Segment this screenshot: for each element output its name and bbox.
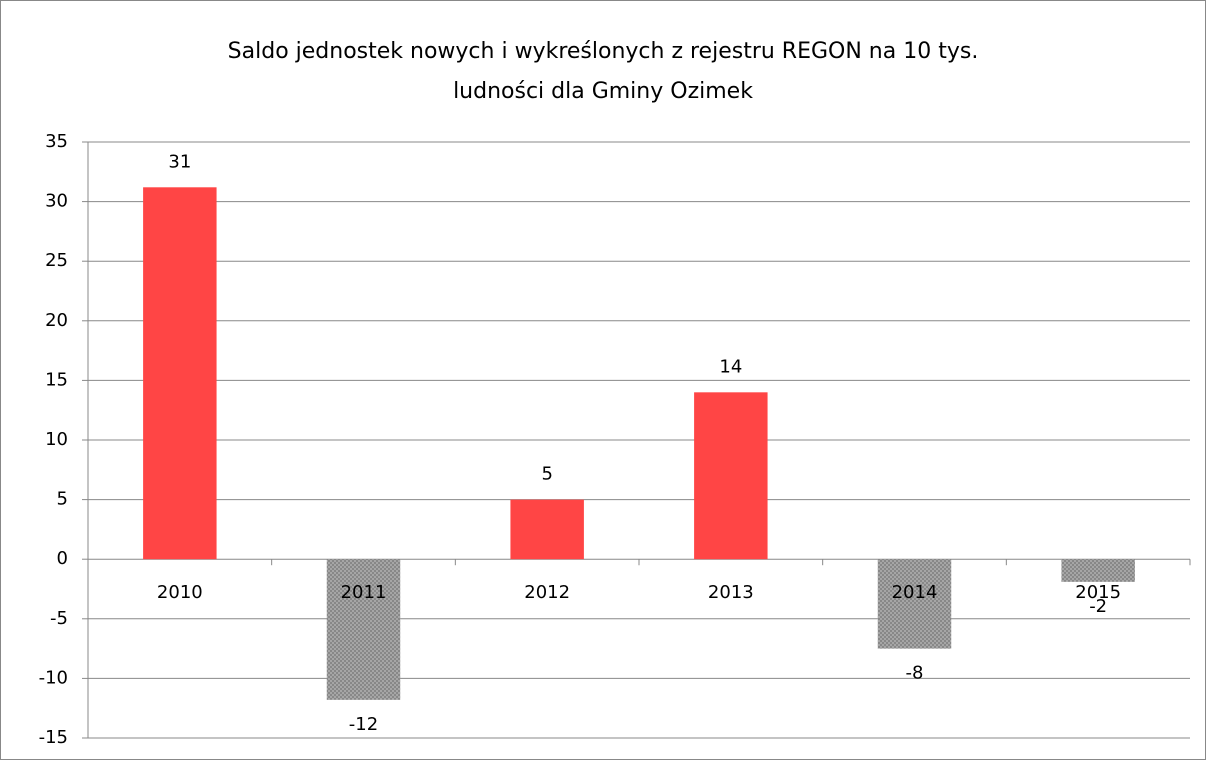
bar bbox=[510, 499, 584, 560]
bar bbox=[143, 187, 217, 560]
chart-title: ludności dla Gminy Ozimek bbox=[453, 79, 753, 104]
data-label: 5 bbox=[541, 464, 552, 485]
chart-title: Saldo jednostek nowych i wykreślonych z … bbox=[228, 39, 979, 64]
y-tick-label: 25 bbox=[45, 250, 68, 271]
y-tick-label: 5 bbox=[57, 489, 68, 510]
y-tick-label: 30 bbox=[45, 191, 68, 212]
bar bbox=[1061, 559, 1135, 582]
y-tick-label: 0 bbox=[57, 548, 68, 569]
y-tick-label: -5 bbox=[50, 608, 68, 629]
data-label: -12 bbox=[349, 714, 378, 735]
y-tick-label: 10 bbox=[45, 429, 68, 450]
y-tick-label: 20 bbox=[45, 310, 68, 331]
x-tick-label: 2014 bbox=[892, 582, 938, 603]
data-label: 14 bbox=[719, 356, 742, 377]
x-tick-label: 2015 bbox=[1075, 582, 1121, 603]
x-tick-label: 2012 bbox=[524, 582, 570, 603]
x-tick-label: 2011 bbox=[341, 582, 387, 603]
y-tick-label: 15 bbox=[45, 369, 68, 390]
bar bbox=[877, 559, 952, 649]
data-label: -2 bbox=[1089, 596, 1107, 617]
x-tick-label: 2013 bbox=[708, 582, 754, 603]
data-label: -8 bbox=[906, 663, 924, 684]
bar bbox=[326, 559, 401, 700]
x-tick-label: 2010 bbox=[157, 582, 203, 603]
y-tick-label: -15 bbox=[39, 727, 68, 748]
data-label: 31 bbox=[168, 151, 191, 172]
y-tick-label: 35 bbox=[45, 131, 68, 152]
bar bbox=[694, 392, 768, 560]
y-tick-label: -10 bbox=[39, 667, 68, 688]
